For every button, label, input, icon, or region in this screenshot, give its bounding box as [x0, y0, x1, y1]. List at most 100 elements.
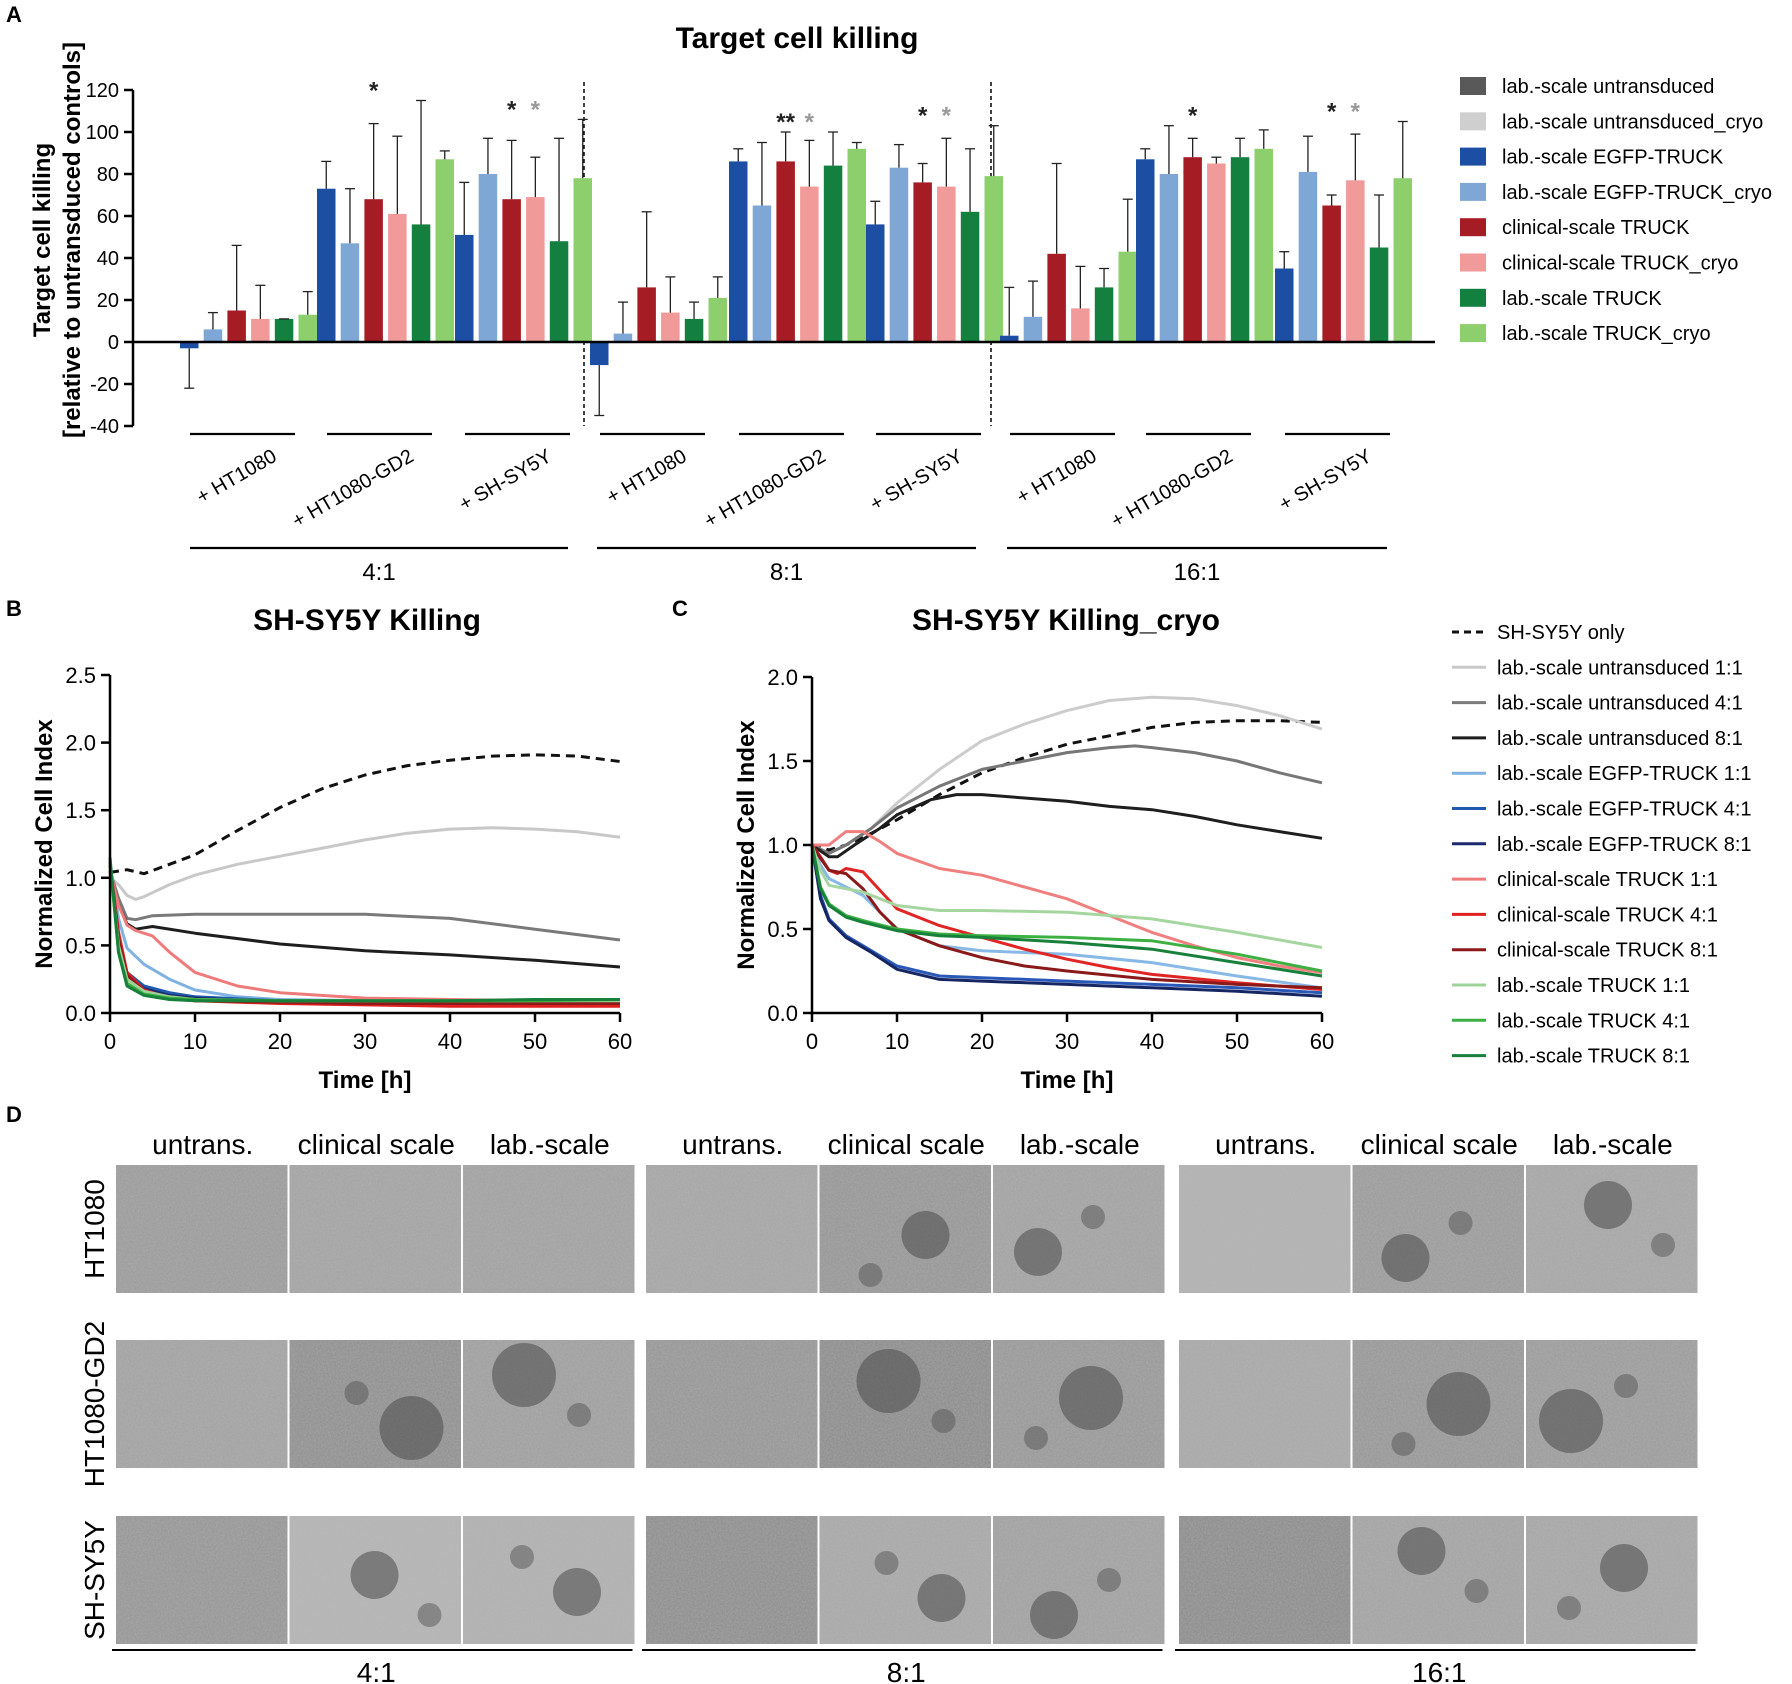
- bar: [180, 342, 199, 349]
- bar: [1118, 251, 1137, 342]
- micrograph-texture: [289, 1165, 461, 1293]
- legend-label: lab.-scale EGFP-TRUCK 8:1: [1497, 834, 1752, 856]
- bar: [227, 310, 246, 342]
- bar: [613, 333, 633, 342]
- error-bars: [184, 99, 1408, 417]
- x-tick-label: 40: [438, 1029, 462, 1054]
- micrograph-grid: untrans. clinical scale lab.-scale 4:1 untra…: [79, 1129, 1698, 1684]
- legend-swatch: [1460, 147, 1486, 166]
- bar: [937, 186, 956, 342]
- column-label: lab.-scale: [1553, 1129, 1673, 1160]
- bar: [866, 224, 885, 342]
- series-line: [108, 864, 621, 1007]
- cell-cluster: [1539, 1389, 1603, 1453]
- line-legend: SH-SY5Y only lab.-scale untransduced 1:1 l…: [1452, 622, 1752, 1068]
- micrograph-texture: [819, 1516, 991, 1644]
- row-label: HT1080: [79, 1179, 110, 1279]
- bar: [298, 314, 317, 342]
- y-tick-label: 20: [97, 290, 119, 312]
- column-label: lab.-scale: [1020, 1129, 1140, 1160]
- legend-label: clinical-scale TRUCK 1:1: [1497, 869, 1718, 891]
- bar: [1000, 335, 1019, 342]
- micrograph-texture: [463, 1165, 635, 1293]
- legend-label: clinical-scale TRUCK: [1502, 217, 1690, 239]
- bar: [1275, 268, 1294, 342]
- significance-star: *: [1327, 99, 1337, 126]
- bar: [684, 318, 704, 342]
- y-tick-label: 0.5: [65, 933, 96, 958]
- micrograph-texture: [116, 1340, 288, 1468]
- group-label: + SH-SY5Y: [455, 445, 555, 515]
- column-label: untrans.: [152, 1129, 253, 1160]
- group-label: + HT1080: [1013, 445, 1101, 508]
- legend-swatch: [1460, 77, 1486, 95]
- bar: [847, 148, 866, 342]
- x-tick-label: 60: [608, 1029, 632, 1054]
- bar: [203, 329, 223, 342]
- bar: [435, 159, 454, 342]
- series-line: [810, 844, 1323, 973]
- x-tick-label: 10: [183, 1029, 207, 1054]
- series-line: [810, 844, 1323, 949]
- x-tick-label: 20: [970, 1029, 994, 1054]
- row-label: HT1080-GD2: [79, 1321, 110, 1488]
- bar: [478, 174, 498, 342]
- ratio-label: 4:1: [362, 559, 395, 586]
- y-tick-label: 2.0: [65, 731, 96, 756]
- bar: [364, 199, 383, 342]
- column-label: untrans.: [1215, 1129, 1316, 1160]
- group-label: + HT1080-GD2: [1108, 445, 1237, 532]
- cell-cluster: [1584, 1181, 1632, 1229]
- bar: [913, 182, 932, 342]
- y-axis-label: Target cell killing [relative to untrans…: [29, 42, 86, 438]
- micrograph-texture: [1352, 1165, 1524, 1293]
- legend-label: lab.-scale TRUCK 1:1: [1497, 975, 1690, 997]
- bar: [1298, 171, 1318, 342]
- cell-cluster: [1651, 1233, 1675, 1257]
- bar: [573, 178, 592, 342]
- legend-label: lab.-scale TRUCK_cryo: [1502, 323, 1711, 345]
- significance-star: *: [942, 103, 952, 130]
- y-tick-label: 1.5: [65, 798, 96, 823]
- bar: [752, 205, 772, 342]
- cell-cluster: [1014, 1228, 1062, 1276]
- group-label: + HT1080-GD2: [289, 445, 418, 532]
- line-chart-shsy5y-killing: SH-SY5Y Killing 0.0 0.5 1.0 1.5 2.0 2.5 0 10 20 30…: [31, 604, 632, 1094]
- bar: [1047, 253, 1066, 342]
- legend-label: SH-SY5Y only: [1497, 622, 1624, 644]
- cell-cluster: [856, 1349, 921, 1413]
- legend-label: lab.-scale EGFP-TRUCK 4:1: [1497, 799, 1752, 821]
- group-label: + HT1080: [193, 445, 281, 508]
- group-label: + HT1080: [603, 445, 691, 508]
- bar: [729, 161, 748, 342]
- bar: [274, 318, 294, 342]
- column-label: untrans.: [682, 1129, 783, 1160]
- bar: [984, 176, 1003, 342]
- ratio-label: 4:1: [357, 1657, 396, 1684]
- group-label: + SH-SY5Y: [866, 445, 966, 515]
- y-tick-label: 0.5: [767, 917, 798, 942]
- cell-cluster: [1600, 1544, 1648, 1592]
- y-tick-label: 100: [86, 122, 119, 144]
- significance-star: *: [918, 103, 928, 130]
- series-line: [810, 844, 1323, 998]
- bar: [661, 312, 680, 342]
- x-tick-label: 30: [1055, 1029, 1079, 1054]
- bar: [1094, 287, 1114, 342]
- legend-swatch: [1460, 112, 1486, 131]
- y-axis: -40 -20 0 20 40 60 80 100 120: [86, 80, 135, 438]
- cell-cluster: [1614, 1374, 1638, 1398]
- cell-cluster: [344, 1381, 369, 1405]
- ratio-label: 16:1: [1412, 1657, 1467, 1684]
- x-axis-label: Time [h]: [1021, 1067, 1114, 1094]
- panel-label-b: B: [6, 596, 22, 621]
- significance-stars: ** * ** * * * * * *: [369, 78, 1361, 137]
- y-tick-label: -20: [90, 374, 119, 396]
- legend: lab.-scale untransduced lab.-scale untran…: [1460, 76, 1772, 345]
- column-label: lab.-scale: [490, 1129, 610, 1160]
- series-line: [108, 870, 621, 942]
- significance-star: *: [507, 96, 517, 123]
- series-line: [108, 864, 620, 1005]
- bar: [526, 197, 545, 342]
